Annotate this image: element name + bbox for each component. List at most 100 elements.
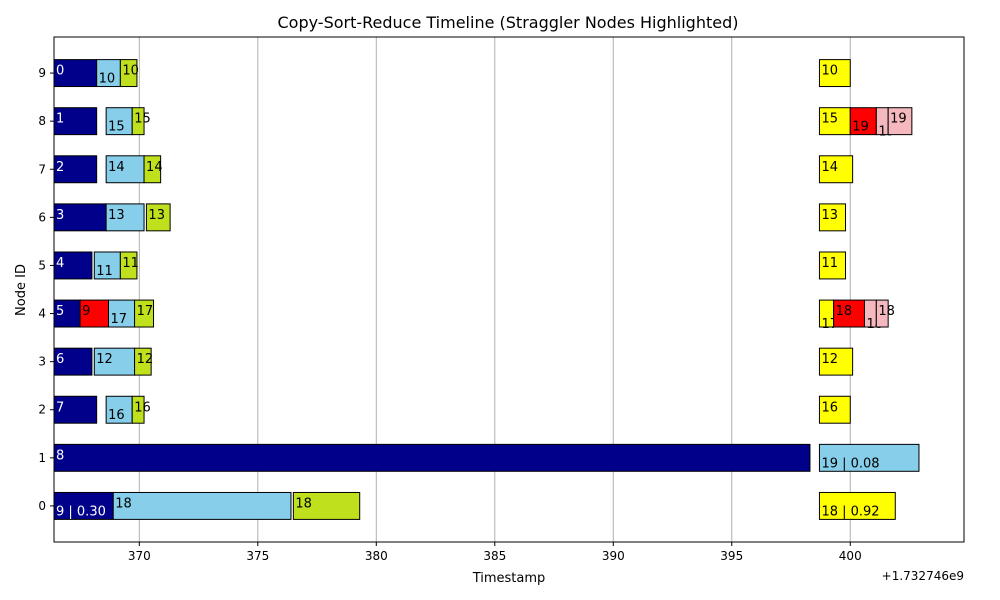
timeline-bar xyxy=(818,491,896,520)
bar-label: 11 xyxy=(821,256,838,271)
timeline-bar xyxy=(119,59,138,88)
timeline-bar xyxy=(887,107,913,136)
bar-label: 9 xyxy=(82,304,90,319)
bar-label: 15 xyxy=(108,120,125,135)
bar-label: 15 xyxy=(821,112,838,127)
bar-label: 4 xyxy=(56,256,64,271)
bar-label: 19 xyxy=(890,112,907,127)
y-tick-label: 4 xyxy=(38,307,46,321)
bar-label: 13 xyxy=(148,208,165,223)
timeline-bar xyxy=(53,251,93,280)
timeline-bar xyxy=(143,155,162,184)
timeline-bar xyxy=(53,203,107,232)
chart-title: Copy-Sort-Reduce Timeline (Straggler Nod… xyxy=(277,13,738,32)
x-tick-label: 385 xyxy=(483,549,506,563)
bar-label: 19 xyxy=(852,120,869,135)
bar-label: 19 | 0.08 xyxy=(821,456,879,471)
bar-label: 0 xyxy=(56,64,64,79)
y-tick-label: 7 xyxy=(38,162,46,176)
timeline-bar xyxy=(818,347,854,376)
timeline-bar xyxy=(818,155,854,184)
timeline-bar xyxy=(119,251,138,280)
bar-label: 16 xyxy=(821,400,838,415)
timeline-bar xyxy=(93,347,136,376)
x-tick-label: 375 xyxy=(246,549,269,563)
y-axis-ticks: 0 1 2 3 4 5 6 7 8 9 xyxy=(38,66,54,513)
y-tick-label: 3 xyxy=(38,355,46,369)
timeline-bar xyxy=(105,107,133,136)
timeline-bar xyxy=(875,299,889,328)
bar-label: 5 xyxy=(56,304,64,319)
bar-label: 14 xyxy=(146,160,163,175)
x-axis-label: Timestamp xyxy=(472,571,546,586)
timeline-bar xyxy=(134,299,155,328)
bar-label: 14 xyxy=(108,160,125,175)
bar-label: 1 xyxy=(56,112,64,127)
timeline-bar xyxy=(818,443,920,472)
timeline-bar xyxy=(134,347,152,376)
timeline-bar xyxy=(93,251,121,280)
x-offset-label: +1.732746e9 xyxy=(882,569,964,583)
bar-label: 12 xyxy=(821,352,838,367)
bar-label: 18 xyxy=(115,496,132,511)
timeline-bar xyxy=(53,155,98,184)
bar-label: 14 xyxy=(821,160,838,175)
bar-label: 12 xyxy=(96,352,113,367)
timeline-bar xyxy=(108,299,136,328)
bar-label: 3 xyxy=(56,208,64,223)
timeline-bar xyxy=(849,107,877,136)
bar-label: 16 xyxy=(134,400,151,415)
bar-label: 17 xyxy=(111,312,128,327)
bar-label: 10 xyxy=(122,64,139,79)
y-tick-label: 2 xyxy=(38,403,46,417)
y-tick-label: 5 xyxy=(38,258,46,272)
bar-label: 13 xyxy=(821,208,838,223)
bar-label: 10 xyxy=(99,72,116,87)
timeline-bar xyxy=(105,203,145,232)
timeline-bar xyxy=(818,107,851,136)
bar-label: 11 xyxy=(122,256,139,271)
bar-label: 13 xyxy=(108,208,125,223)
x-tick-label: 395 xyxy=(720,549,743,563)
timeline-bar xyxy=(818,59,851,88)
y-axis-label: Node ID xyxy=(14,264,29,316)
bar-label: 16 xyxy=(108,408,125,423)
bar-label: 18 xyxy=(836,304,853,319)
timeline-bar xyxy=(105,155,145,184)
x-tick-label: 390 xyxy=(602,549,625,563)
x-tick-label: 370 xyxy=(128,549,151,563)
plot-frame xyxy=(53,36,965,543)
y-tick-label-straggler: 1 xyxy=(38,451,46,465)
y-tick-label: 6 xyxy=(38,210,46,224)
bar-label: 6 xyxy=(56,352,64,367)
timeline-bar xyxy=(292,491,361,520)
timeline-bar xyxy=(145,203,171,232)
timeline-bar xyxy=(53,443,811,472)
timeline-bar xyxy=(818,203,847,232)
timeline-bar xyxy=(131,395,145,424)
bar-label: 11 xyxy=(96,264,113,279)
bar-label: 18 xyxy=(878,304,895,319)
x-tick-label: 400 xyxy=(839,549,862,563)
bar-label: 2 xyxy=(56,160,64,175)
x-axis-ticks: 370 375 380 385 390 395 400 xyxy=(128,542,862,563)
bar-label: 17 xyxy=(137,304,154,319)
bar-label: 15 xyxy=(134,112,151,127)
bar-label: 7 xyxy=(56,400,64,415)
timeline-bar xyxy=(131,107,145,136)
bar-label: 9 | 0.30 xyxy=(56,504,106,519)
timeline-bar xyxy=(112,491,292,520)
timeline-bar xyxy=(53,395,98,424)
timeline-bar xyxy=(53,347,93,376)
timeline-bar xyxy=(105,395,133,424)
bar-label: 12 xyxy=(137,352,154,367)
y-tick-label: 9 xyxy=(38,66,46,80)
bar-label: 10 xyxy=(821,64,838,79)
timeline-bar xyxy=(818,395,851,424)
bar-label: 18 | 0.92 xyxy=(821,504,879,519)
y-tick-label-straggler: 0 xyxy=(38,499,46,513)
y-tick-label: 8 xyxy=(38,114,46,128)
bar-label: 8 xyxy=(56,448,64,463)
